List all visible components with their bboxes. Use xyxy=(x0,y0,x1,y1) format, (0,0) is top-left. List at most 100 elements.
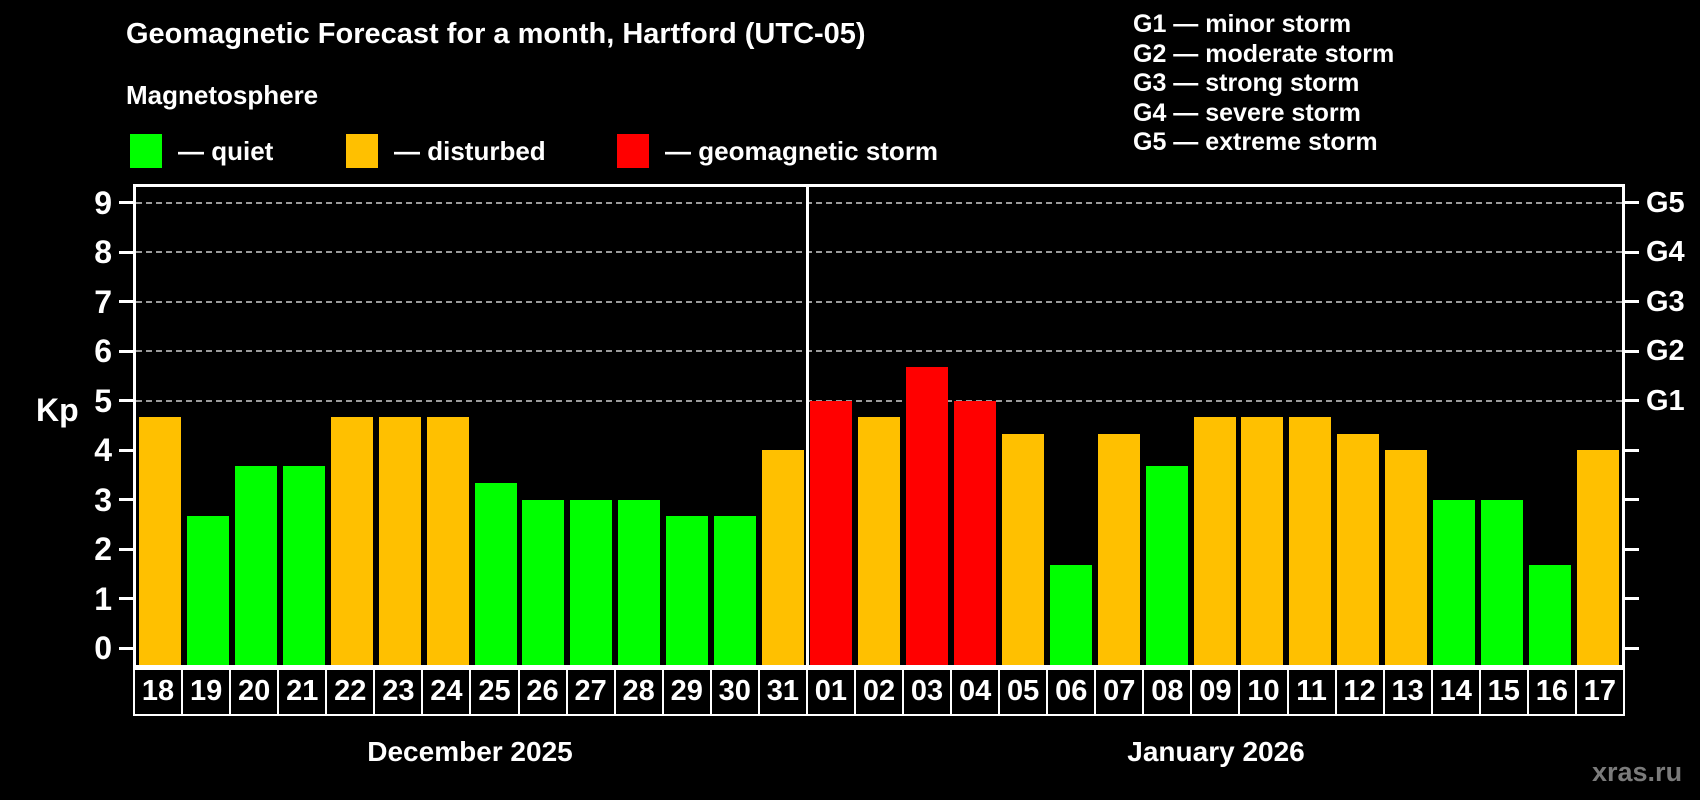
right-tick-kp-1 xyxy=(1625,597,1639,600)
date-cell-16: 16 xyxy=(1526,668,1577,716)
right-tick-kp-8 xyxy=(1625,250,1639,254)
date-cell-22: 22 xyxy=(325,668,376,716)
date-cell-26: 26 xyxy=(517,668,568,716)
kp-bar-15 xyxy=(1481,499,1524,665)
date-cell-05: 05 xyxy=(998,668,1049,716)
kp-bar-14 xyxy=(1433,499,1476,665)
left-tick-kp-5 xyxy=(119,399,133,402)
y-axis-tick-label-2: 2 xyxy=(94,531,112,567)
g2-scale-label: G2 — moderate storm xyxy=(1133,39,1395,68)
right-axis-label-g2: G2 xyxy=(1646,335,1685,367)
date-cell-27: 27 xyxy=(565,668,616,716)
kp-bar-21 xyxy=(282,466,325,665)
date-cell-19: 19 xyxy=(181,668,232,716)
kp-bar-27 xyxy=(570,499,613,665)
date-cell-08: 08 xyxy=(1142,668,1193,716)
y-axis-tick-label-9: 9 xyxy=(94,184,112,221)
kp-bar-13 xyxy=(1385,450,1428,665)
date-cell-24: 24 xyxy=(421,668,472,716)
gridline-kp-5 xyxy=(136,399,1622,402)
kp-bar-20 xyxy=(234,466,277,665)
gridline-kp-7 xyxy=(136,300,1622,303)
storm-scale-legend: G1 — minor storm G2 — moderate storm G3 … xyxy=(1133,10,1394,158)
date-cell-13: 13 xyxy=(1382,668,1433,716)
kp-bar-12 xyxy=(1337,433,1380,665)
kp-bar-09 xyxy=(1193,416,1236,665)
kp-bar-29 xyxy=(666,515,709,665)
left-tick-kp-9 xyxy=(119,201,133,204)
kp-axis-label: Kp xyxy=(36,392,79,428)
date-cell-17: 17 xyxy=(1574,668,1625,716)
left-tick-kp-7 xyxy=(119,300,133,303)
date-cell-20: 20 xyxy=(229,668,280,716)
kp-bar-chart-plot-area xyxy=(133,184,1625,668)
y-axis-tick-label-7: 7 xyxy=(94,283,112,320)
g1-scale-label: G1 — minor storm xyxy=(1133,10,1352,38)
date-cell-11: 11 xyxy=(1286,668,1337,716)
date-cell-07: 07 xyxy=(1094,668,1145,716)
magnetosphere-subtitle: Magnetosphere xyxy=(126,80,319,110)
kp-bar-31 xyxy=(762,450,805,665)
right-tick-kp-7 xyxy=(1625,300,1639,303)
right-tick-kp-9 xyxy=(1625,201,1639,204)
kp-bar-01 xyxy=(810,400,853,665)
quiet-label: — quiet xyxy=(178,135,274,166)
left-tick-kp-2 xyxy=(119,547,133,551)
right-tick-kp-3 xyxy=(1625,498,1639,501)
g3-scale-label: G3 — strong storm xyxy=(1133,69,1360,97)
kp-bar-25 xyxy=(474,483,517,665)
month-label-december: December 2025 xyxy=(367,736,573,767)
month-label-january: January 2026 xyxy=(1127,736,1305,767)
kp-bar-19 xyxy=(186,515,229,665)
kp-bar-30 xyxy=(714,515,757,665)
gridline-kp-9 xyxy=(136,201,1622,204)
y-axis-tick-label-3: 3 xyxy=(94,481,112,518)
date-cell-23: 23 xyxy=(373,668,424,716)
right-axis-label-g1: G1 xyxy=(1646,384,1685,417)
date-cell-09: 09 xyxy=(1190,668,1241,716)
right-axis-label-g5: G5 xyxy=(1646,186,1685,219)
date-cell-21: 21 xyxy=(277,668,328,716)
kp-bar-02 xyxy=(858,416,900,665)
kp-bar-16 xyxy=(1529,565,1572,665)
gridline-kp-8 xyxy=(136,251,1622,253)
date-cell-06: 06 xyxy=(1046,668,1097,716)
month-divider-line xyxy=(805,187,809,665)
right-tick-kp-5 xyxy=(1625,399,1639,402)
date-cell-12: 12 xyxy=(1334,668,1385,716)
left-tick-kp-3 xyxy=(119,498,133,501)
right-tick-kp-2 xyxy=(1625,547,1639,551)
kp-bar-03 xyxy=(905,367,948,665)
gridline-kp-6 xyxy=(136,350,1622,352)
kp-bar-06 xyxy=(1049,565,1092,665)
y-axis-tick-label-4: 4 xyxy=(94,432,112,468)
kp-bar-22 xyxy=(330,416,373,665)
date-cell-29: 29 xyxy=(661,668,712,716)
kp-bar-18 xyxy=(138,416,181,665)
kp-bar-28 xyxy=(618,499,661,665)
date-cell-02: 02 xyxy=(853,668,904,716)
left-tick-kp-1 xyxy=(119,597,133,600)
date-cell-10: 10 xyxy=(1238,668,1289,716)
right-tick-kp-0 xyxy=(1625,646,1639,650)
kp-bar-24 xyxy=(426,416,469,665)
kp-bar-10 xyxy=(1241,416,1284,665)
left-tick-kp-8 xyxy=(119,250,133,254)
kp-bar-08 xyxy=(1145,466,1188,665)
kp-bar-17 xyxy=(1577,450,1620,665)
right-tick-kp-4 xyxy=(1625,448,1639,452)
left-tick-kp-4 xyxy=(119,448,133,452)
date-cell-15: 15 xyxy=(1478,668,1529,716)
kp-bar-11 xyxy=(1289,416,1332,665)
date-cell-31: 31 xyxy=(757,668,808,716)
legend-item-quiet: — quiet xyxy=(130,133,273,169)
left-tick-kp-0 xyxy=(119,646,133,650)
xras-watermark: xras.ru xyxy=(1592,757,1683,787)
storm-label: — geomagnetic storm xyxy=(665,135,939,166)
page-title: Geomagnetic Forecast for a month, Hartfo… xyxy=(126,18,866,50)
y-axis-tick-label-0: 0 xyxy=(94,630,112,666)
y-axis-tick-label-1: 1 xyxy=(94,580,112,617)
kp-bar-23 xyxy=(378,416,421,665)
disturbed-swatch xyxy=(346,134,378,168)
right-axis-label-g4: G4 xyxy=(1646,236,1685,268)
